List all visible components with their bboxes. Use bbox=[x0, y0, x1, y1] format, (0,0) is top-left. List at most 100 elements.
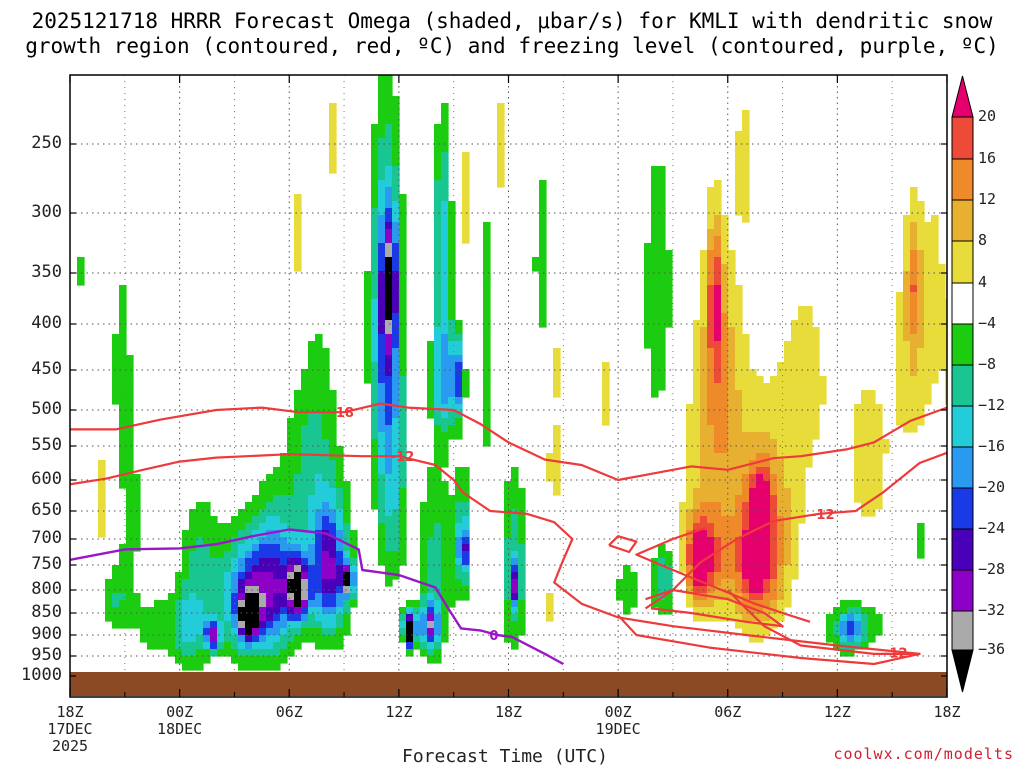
omega-cell bbox=[448, 418, 456, 426]
omega-cell bbox=[742, 159, 750, 167]
omega-cell bbox=[623, 572, 631, 580]
omega-cell bbox=[910, 397, 918, 405]
omega-cell bbox=[854, 467, 862, 475]
omega-cell bbox=[805, 334, 813, 342]
omega-cell bbox=[945, 397, 947, 405]
colorbar-label: 8 bbox=[978, 231, 988, 249]
omega-cell bbox=[259, 509, 267, 517]
omega-cell bbox=[154, 635, 162, 643]
omega-cell bbox=[266, 649, 274, 657]
omega-cell bbox=[483, 327, 491, 335]
omega-cell bbox=[504, 600, 512, 608]
omega-cell bbox=[763, 495, 771, 503]
omega-cell bbox=[462, 467, 470, 475]
omega-cell bbox=[651, 376, 659, 384]
omega-cell bbox=[805, 341, 813, 349]
omega-cell bbox=[798, 509, 806, 517]
omega-cell bbox=[861, 488, 869, 496]
omega-cell bbox=[539, 194, 547, 202]
omega-cell bbox=[651, 348, 659, 356]
omega-cell bbox=[483, 355, 491, 363]
omega-cell bbox=[378, 82, 386, 90]
omega-cell bbox=[539, 278, 547, 286]
omega-cell bbox=[273, 635, 281, 643]
omega-cell bbox=[392, 124, 400, 132]
omega-cell bbox=[812, 369, 820, 377]
omega-cell bbox=[203, 572, 211, 580]
omega-cell bbox=[686, 509, 694, 517]
omega-cell bbox=[294, 222, 302, 230]
omega-cell bbox=[553, 425, 561, 433]
omega-cell bbox=[735, 138, 743, 146]
omega-cell bbox=[455, 502, 463, 510]
omega-cell bbox=[350, 572, 358, 580]
omega-cell bbox=[448, 222, 456, 230]
omega-cell bbox=[350, 593, 358, 601]
omega-cell bbox=[728, 509, 736, 517]
omega-cell bbox=[126, 516, 134, 524]
omega-cell bbox=[924, 222, 932, 230]
omega-cell bbox=[756, 537, 764, 545]
omega-cell bbox=[273, 481, 281, 489]
omega-cell bbox=[385, 488, 393, 496]
omega-cell bbox=[693, 383, 701, 391]
y-tick-label: 400 bbox=[31, 313, 62, 333]
omega-cell bbox=[763, 425, 771, 433]
omega-cell bbox=[455, 390, 463, 398]
omega-cell bbox=[504, 593, 512, 601]
omega-cell bbox=[420, 509, 428, 517]
omega-cell bbox=[392, 516, 400, 524]
omega-cell bbox=[798, 432, 806, 440]
omega-cell bbox=[420, 565, 428, 573]
colorbar-swatch bbox=[951, 323, 974, 366]
omega-cell bbox=[399, 257, 407, 265]
credit-link[interactable]: coolwx.com/modelts bbox=[833, 745, 1014, 763]
omega-cell bbox=[378, 397, 386, 405]
omega-cell bbox=[784, 460, 792, 468]
omega-cell bbox=[119, 593, 127, 601]
omega-cell bbox=[777, 488, 785, 496]
omega-cell bbox=[308, 628, 316, 636]
omega-cell bbox=[231, 551, 239, 559]
omega-cell bbox=[938, 355, 946, 363]
omega-cell bbox=[161, 600, 169, 608]
omega-cell bbox=[238, 565, 246, 573]
omega-cell bbox=[434, 425, 442, 433]
omega-cell bbox=[259, 544, 267, 552]
omega-cell bbox=[742, 628, 750, 636]
omega-cell bbox=[791, 565, 799, 573]
omega-cell bbox=[280, 530, 288, 538]
omega-cell bbox=[126, 355, 134, 363]
omega-cell bbox=[714, 194, 722, 202]
omega-cell bbox=[735, 187, 743, 195]
omega-cell bbox=[322, 544, 330, 552]
omega-cell bbox=[378, 285, 386, 293]
omega-cell bbox=[378, 369, 386, 377]
omega-cell bbox=[770, 537, 778, 545]
omega-cell bbox=[798, 439, 806, 447]
omega-cell bbox=[112, 362, 120, 370]
omega-cell bbox=[721, 530, 729, 538]
omega-cell bbox=[119, 341, 127, 349]
omega-cell bbox=[329, 411, 337, 419]
omega-cell bbox=[770, 502, 778, 510]
omega-cell bbox=[826, 635, 834, 643]
omega-cell bbox=[224, 523, 232, 531]
omega-cell bbox=[420, 530, 428, 538]
omega-cell bbox=[700, 264, 708, 272]
omega-cell bbox=[553, 439, 561, 447]
omega-cell bbox=[700, 306, 708, 314]
omega-cell bbox=[448, 544, 456, 552]
omega-cell bbox=[518, 537, 526, 545]
omega-cell bbox=[392, 110, 400, 118]
omega-cell bbox=[658, 607, 666, 615]
omega-cell bbox=[133, 537, 141, 545]
omega-cell bbox=[119, 397, 127, 405]
omega-cell bbox=[413, 621, 421, 629]
omega-cell bbox=[329, 600, 337, 608]
omega-cell bbox=[273, 607, 281, 615]
omega-cell bbox=[742, 558, 750, 566]
omega-cell bbox=[742, 124, 750, 132]
omega-cell bbox=[119, 383, 127, 391]
omega-cell bbox=[399, 215, 407, 223]
